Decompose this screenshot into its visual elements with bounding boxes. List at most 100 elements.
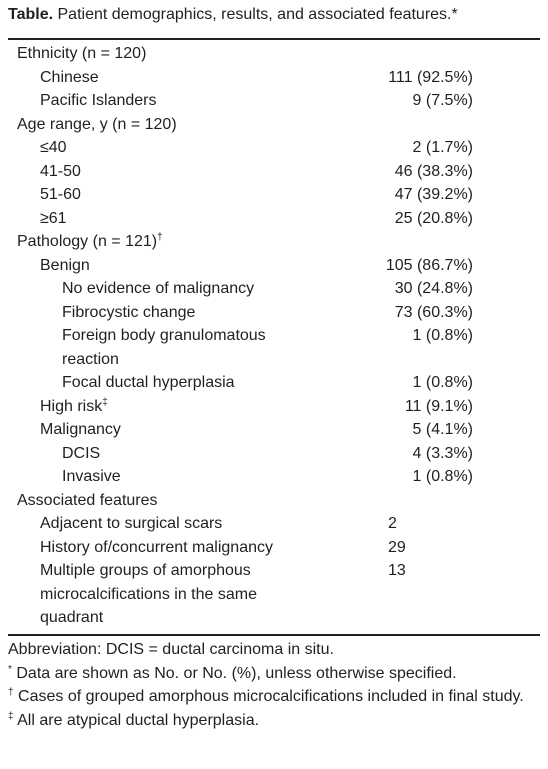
row-label-cell: 41-50 <box>8 160 305 184</box>
row-label-cell: ≤40 <box>8 136 305 160</box>
table-row: Pacific Islanders 9 (7.5%) <box>8 89 540 113</box>
row-label: Chinese <box>40 68 99 86</box>
row-value-cell: 1 (0.8%) <box>305 371 473 395</box>
row-value-cell <box>305 230 473 254</box>
table-row: ≤40 2 (1.7%) <box>8 136 540 160</box>
table-row: Age range, y (n = 120) <box>8 113 540 137</box>
row-label-cell: No evidence of malignancy <box>8 277 305 301</box>
row-label: ≤40 <box>40 139 67 156</box>
row-label: Benign <box>40 256 90 274</box>
table-row: Invasive 1 (0.8%) <box>8 465 540 489</box>
table-row: 51-60 47 (39.2%) <box>8 183 540 207</box>
table-row: No evidence of malignancy 30 (24.8%) <box>8 277 540 301</box>
row-label: DCIS <box>62 444 101 462</box>
footnote-mark: ‡ <box>8 710 14 722</box>
section-heading: Associated features <box>17 491 158 509</box>
table-row: Multiple groups of amorphous microcalcif… <box>8 559 540 630</box>
row-label: ≥61 <box>40 209 67 227</box>
row-label-cell: High risk‡ <box>8 395 305 419</box>
row-label: Adjacent to surgical scars <box>40 515 223 532</box>
row-value: 73 (60.3%) <box>394 303 473 321</box>
row-label: Foreign body granulomatous reaction <box>62 327 266 368</box>
title-mark: * <box>451 6 458 23</box>
row-value-cell: 2 (1.7%) <box>305 136 473 160</box>
row-label: History of/concurrent malignancy <box>40 538 273 556</box>
row-label-cell: Chinese <box>8 66 305 90</box>
table-row: ≥61 25 (20.8%) <box>8 207 540 231</box>
row-value: 1 (0.8%) <box>412 374 473 391</box>
row-value-cell: 9 (7.5%) <box>305 89 473 113</box>
row-value-cell <box>305 42 473 66</box>
row-value: 30 (24.8%) <box>394 280 473 297</box>
table: Ethnicity (n = 120) Chinese 111 (92.5%) Pac… <box>8 38 540 636</box>
row-value-cell: 46 (38.3%) <box>305 160 473 184</box>
table-row: Malignancy 5 (4.1%) <box>8 418 540 442</box>
row-value-cell: 73 (60.3%) <box>305 301 473 325</box>
table-row: History of/concurrent malignancy 29 <box>8 536 540 560</box>
row-value: 4 (3.3%) <box>412 444 473 462</box>
row-label-cell: Invasive <box>8 465 305 489</box>
table-row: 41-50 46 (38.3%) <box>8 160 540 184</box>
table-row: Chinese 111 (92.5%) <box>8 66 540 90</box>
row-value-cell: 1 (0.8%) <box>305 324 473 371</box>
row-label: No evidence of malignancy <box>62 280 255 297</box>
row-value: 47 (39.2%) <box>394 186 473 203</box>
footnote: † Cases of grouped amorphous microcalcif… <box>8 687 538 707</box>
row-label-cell: Benign <box>8 254 305 278</box>
footnote-mark: † <box>157 232 163 243</box>
footnote: ‡ All are atypical ductal hyperplasia. <box>8 711 538 731</box>
footnote: * Data are shown as No. or No. (%), unle… <box>8 664 538 684</box>
row-label: Focal ductal hyperplasia <box>62 374 235 391</box>
row-value: 13 <box>388 562 406 579</box>
row-label-cell: Ethnicity (n = 120) <box>8 42 305 66</box>
row-label: High risk <box>40 397 103 415</box>
table-row: Fibrocystic change 73 (60.3%) <box>8 301 540 325</box>
row-value: 111 (92.5%) <box>388 68 473 86</box>
row-label-cell: Focal ductal hyperplasia <box>8 371 305 395</box>
row-label: Age range, y (n = 120) <box>17 115 177 133</box>
row-value-cell: 4 (3.3%) <box>305 442 473 466</box>
footnote-mark: † <box>8 687 14 698</box>
footnotes: Abbreviation: DCIS = ductal carcinoma in… <box>8 640 538 734</box>
row-value: 5 (4.1%) <box>412 421 473 438</box>
row-label: Pathology (n = 121) <box>17 233 158 250</box>
row-label: 51-60 <box>40 186 81 203</box>
row-value: 9 (7.5%) <box>412 92 473 109</box>
table-row: Adjacent to surgical scars 2 <box>8 512 540 536</box>
row-value-cell <box>305 113 473 137</box>
table-row: Associated features <box>8 489 540 513</box>
row-label: Pacific Islanders <box>40 92 157 109</box>
row-value-cell: 5 (4.1%) <box>305 418 473 442</box>
row-label: Ethnicity (n = 120) <box>17 45 147 62</box>
title-label: Table. <box>8 6 54 23</box>
row-value: 2 (1.7%) <box>412 139 473 156</box>
table-row: Focal ductal hyperplasia 1 (0.8%) <box>8 371 540 395</box>
table-row: DCIS 4 (3.3%) <box>8 442 540 466</box>
footnote: Abbreviation: DCIS = ductal carcinoma in… <box>8 640 538 660</box>
row-value: 1 (0.8%) <box>412 327 473 344</box>
footnote-text: Abbreviation: DCIS = ductal carcinoma in… <box>8 641 334 658</box>
row-value: 1 (0.8%) <box>412 468 473 485</box>
footnote-text: Cases of grouped amorphous microcalcific… <box>18 688 524 705</box>
table-row: High risk‡ 11 (9.1%) <box>8 395 540 419</box>
footnote-mark: * <box>8 663 12 675</box>
row-value-cell: 111 (92.5%) <box>305 66 473 90</box>
row-label-cell: ≥61 <box>8 207 305 231</box>
row-value: 29 <box>388 538 406 556</box>
row-value: 25 (20.8%) <box>394 209 473 227</box>
row-label-cell: Fibrocystic change <box>8 301 305 325</box>
row-value-cell: 47 (39.2%) <box>305 183 473 207</box>
row-label-cell: Pacific Islanders <box>8 89 305 113</box>
row-value: 105 (86.7%) <box>385 256 473 274</box>
row-label: Multiple groups of amorphous microcalcif… <box>40 562 257 626</box>
table-row: Foreign body granulomatous reaction 1 (0.… <box>8 324 540 371</box>
row-label-cell: 51-60 <box>8 183 305 207</box>
row-value: 11 (9.1%) <box>404 397 473 415</box>
row-label-cell: DCIS <box>8 442 305 466</box>
row-value-cell: 11 (9.1%) <box>305 395 473 419</box>
table-row: Ethnicity (n = 120) <box>8 42 540 66</box>
footnote-text: Data are shown as No. or No. (%), unless… <box>16 664 457 682</box>
row-label-cell: Malignancy <box>8 418 305 442</box>
row-value: 2 <box>388 515 397 532</box>
